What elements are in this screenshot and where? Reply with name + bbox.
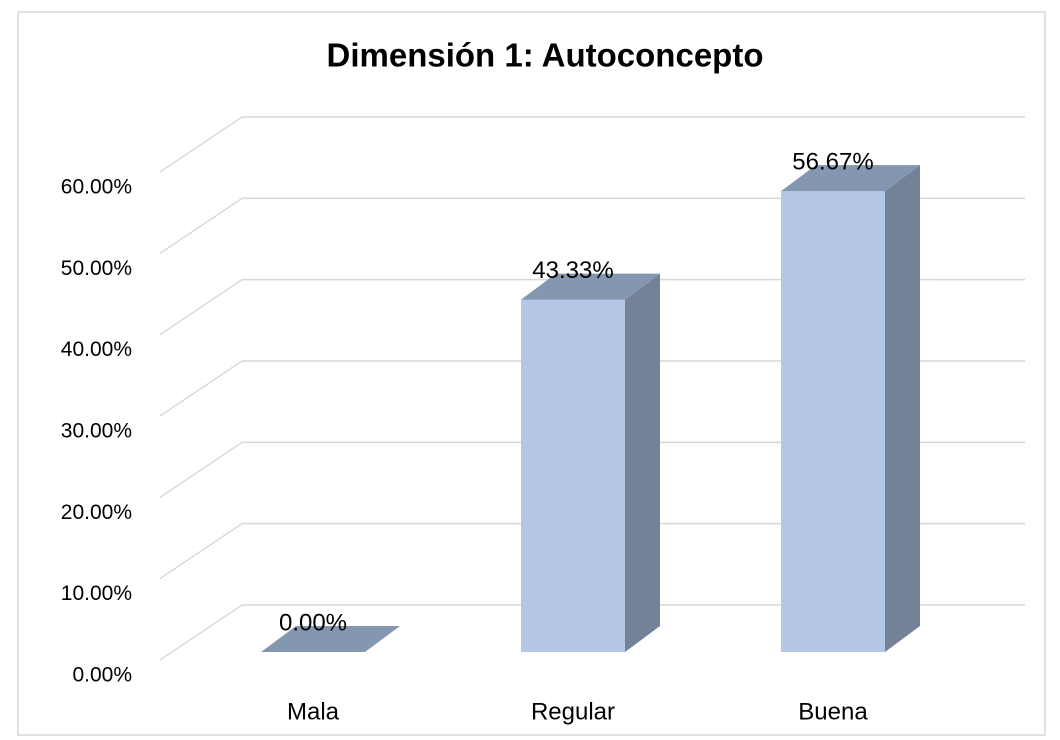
bar-top <box>781 165 920 192</box>
x-tick-label: Mala <box>287 698 340 725</box>
y-tick-label: 10.00% <box>61 582 132 605</box>
grid-line-side <box>159 360 243 417</box>
bar-side <box>885 165 920 653</box>
y-tick-label: 0.00% <box>72 664 132 687</box>
grid-line-side <box>159 197 243 254</box>
grid-line-side <box>159 604 243 661</box>
bar-front <box>521 299 625 652</box>
y-tick-label: 40.00% <box>61 338 132 361</box>
grid-line-side <box>159 279 243 336</box>
x-tick-label: Regular <box>531 698 615 725</box>
bar-front <box>781 191 885 653</box>
bar-top <box>521 273 660 300</box>
bar-top <box>261 626 400 652</box>
data-label: 43.33% <box>532 257 613 284</box>
bar-side <box>625 273 660 652</box>
y-tick-label: 20.00% <box>61 501 132 524</box>
grid-line-side <box>159 116 243 173</box>
y-tick-label: 30.00% <box>61 420 132 443</box>
data-label: 56.67% <box>792 148 873 175</box>
grid-line-side <box>159 523 243 580</box>
data-label: 0.00% <box>279 609 347 636</box>
y-tick-label: 60.00% <box>61 176 132 199</box>
x-tick-label: Buena <box>798 698 868 725</box>
chart-title: Dimensión 1: Autoconcepto <box>327 37 764 74</box>
y-tick-label: 50.00% <box>61 257 132 280</box>
grid-line-side <box>159 441 243 498</box>
